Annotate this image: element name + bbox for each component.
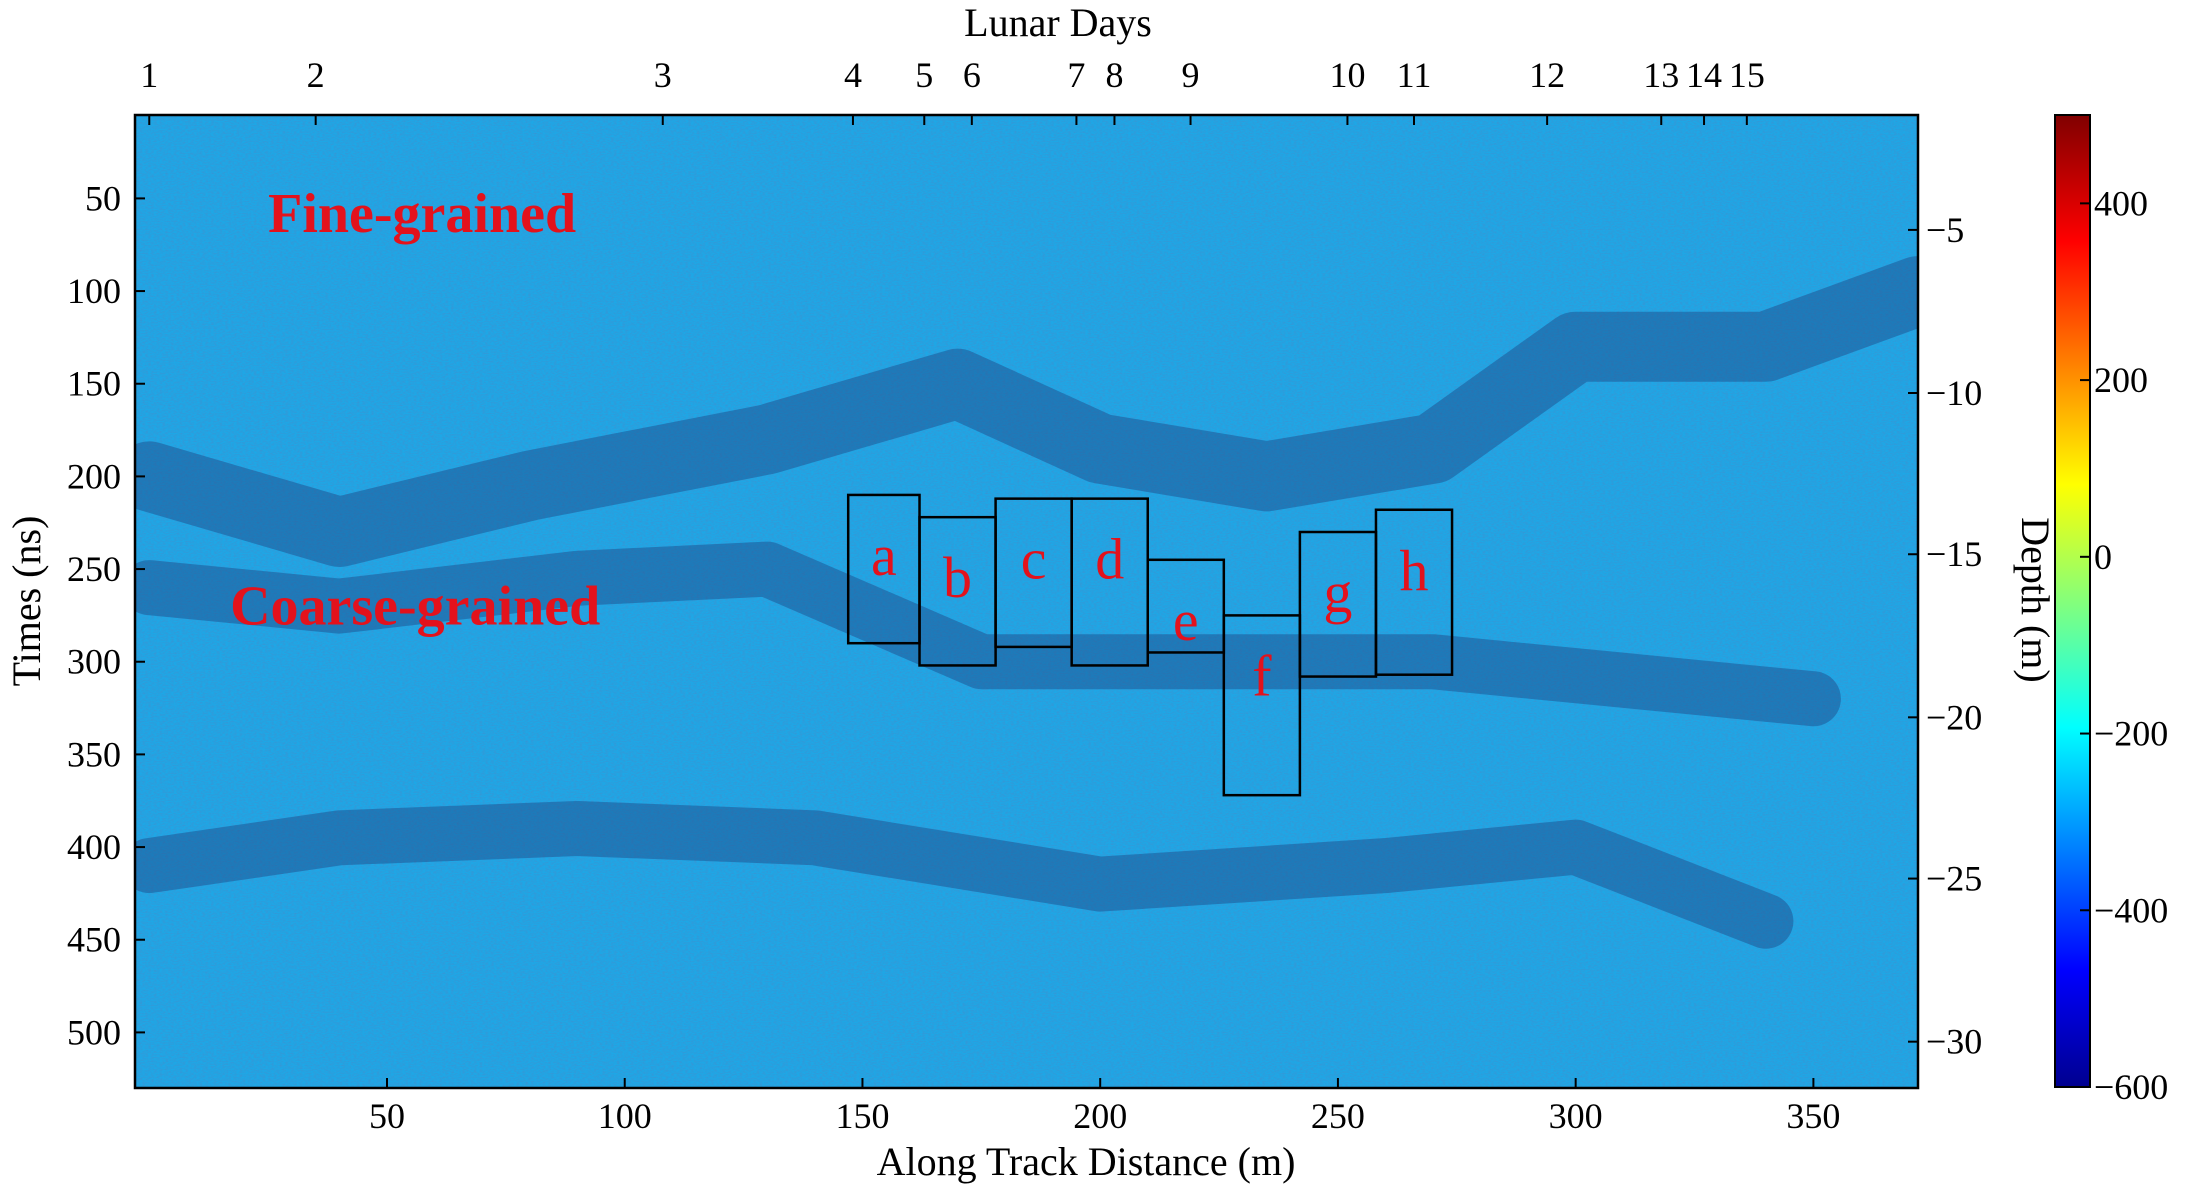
colorbar: 400 200 0 −200 −400 −600 (2054, 114, 2168, 1107)
reflector-bands (135, 256, 1918, 949)
colorbar-tick-label: −200 (2094, 714, 2168, 754)
depth-tick-label: −20 (1926, 697, 1982, 737)
colorbar-ticks: 400 200 0 −200 −400 −600 (2080, 183, 2168, 1107)
depth-axis-title: Depth (m) (2013, 517, 2058, 683)
analysis-box-label: c (1021, 527, 1047, 592)
top-axis: 1 2 3 4 5 6 7 8 9 10 11 12 13 14 15 (140, 55, 1765, 125)
x-axis-title: Along Track Distance (m) (877, 1139, 1296, 1184)
y-tick-label: 300 (67, 642, 121, 682)
top-tick-label: 11 (1397, 55, 1432, 95)
y-tick-label: 100 (67, 271, 121, 311)
colorbar-tick-label: 200 (2094, 360, 2148, 400)
depth-tick-label: −25 (1926, 859, 1982, 899)
analysis-box-label: a (871, 523, 897, 588)
y-tick-label: 400 (67, 827, 121, 867)
x-axis: 50 100 150 200 250 300 350 (369, 1078, 1840, 1136)
top-tick-label: 9 (1182, 55, 1200, 95)
top-tick-label: 8 (1105, 55, 1123, 95)
y-axis: 50 100 150 200 250 300 350 400 450 500 (67, 178, 145, 1052)
top-tick-label: 1 (140, 55, 158, 95)
depth-tick-label: −15 (1926, 534, 1982, 574)
y-axis-title: Times (ns) (4, 516, 49, 687)
heatmap-image (135, 115, 1918, 1088)
y-tick-label: 150 (67, 364, 121, 404)
reflector-band (135, 256, 1918, 567)
analysis-box-label: b (943, 545, 972, 610)
colorbar-tick-label: 400 (2094, 183, 2148, 223)
analysis-box-label: e (1173, 588, 1199, 653)
top-tick-label: 7 (1067, 55, 1085, 95)
depth-axis: −5 −10 −15 −20 −25 −30 (1908, 210, 1982, 1062)
top-tick-label: 10 (1329, 55, 1365, 95)
zone-annotation: Fine-grained (268, 183, 576, 245)
depth-tick-label: −5 (1926, 210, 1964, 250)
top-tick-label: 14 (1686, 55, 1722, 95)
top-tick-label: 2 (307, 55, 325, 95)
colorbar-tick-label: 0 (2094, 537, 2112, 577)
colorbar-tick-label: −400 (2094, 890, 2168, 930)
y-tick-label: 250 (67, 549, 121, 589)
y-tick-label: 500 (67, 1012, 121, 1052)
top-tick-label: 3 (654, 55, 672, 95)
x-tick-label: 200 (1073, 1096, 1127, 1136)
y-tick-label: 350 (67, 734, 121, 774)
top-tick-label: 15 (1729, 55, 1765, 95)
top-tick-label: 4 (844, 55, 862, 95)
x-tick-label: 250 (1311, 1096, 1365, 1136)
x-tick-label: 50 (369, 1096, 405, 1136)
reflector-band (135, 801, 1794, 949)
top-tick-label: 5 (915, 55, 933, 95)
depth-tick-label: −30 (1926, 1022, 1982, 1062)
y-tick-label: 50 (85, 178, 121, 218)
analysis-box-label: g (1323, 560, 1352, 625)
reflector-band (135, 541, 1841, 727)
plot-frame (133, 113, 1920, 1090)
zone-annotation: Coarse-grained (230, 576, 600, 638)
analysis-box-label: h (1400, 538, 1429, 603)
x-tick-label: 100 (598, 1096, 652, 1136)
top-tick-label: 6 (963, 55, 981, 95)
analysis-box-label: d (1095, 527, 1124, 592)
colorbar-tick-label: −600 (2094, 1067, 2168, 1107)
depth-tick-label: −10 (1926, 373, 1982, 413)
x-tick-label: 350 (1786, 1096, 1840, 1136)
analysis-box-f (1222, 614, 1302, 797)
top-tick-label: 13 (1643, 55, 1679, 95)
analysis-box-label: f (1252, 643, 1272, 708)
x-tick-label: 150 (835, 1096, 889, 1136)
zone-annotations: Fine-grained Coarse-grained (230, 183, 600, 638)
analysis-box-e (1146, 558, 1226, 654)
x-tick-label: 300 (1549, 1096, 1603, 1136)
top-tick-label: 12 (1529, 55, 1565, 95)
y-tick-label: 200 (67, 456, 121, 496)
analysis-box-h (1374, 508, 1454, 676)
colorbar-gradient (2054, 114, 2091, 1088)
y-tick-label: 450 (67, 920, 121, 960)
top-axis-title: Lunar Days (964, 0, 1152, 45)
